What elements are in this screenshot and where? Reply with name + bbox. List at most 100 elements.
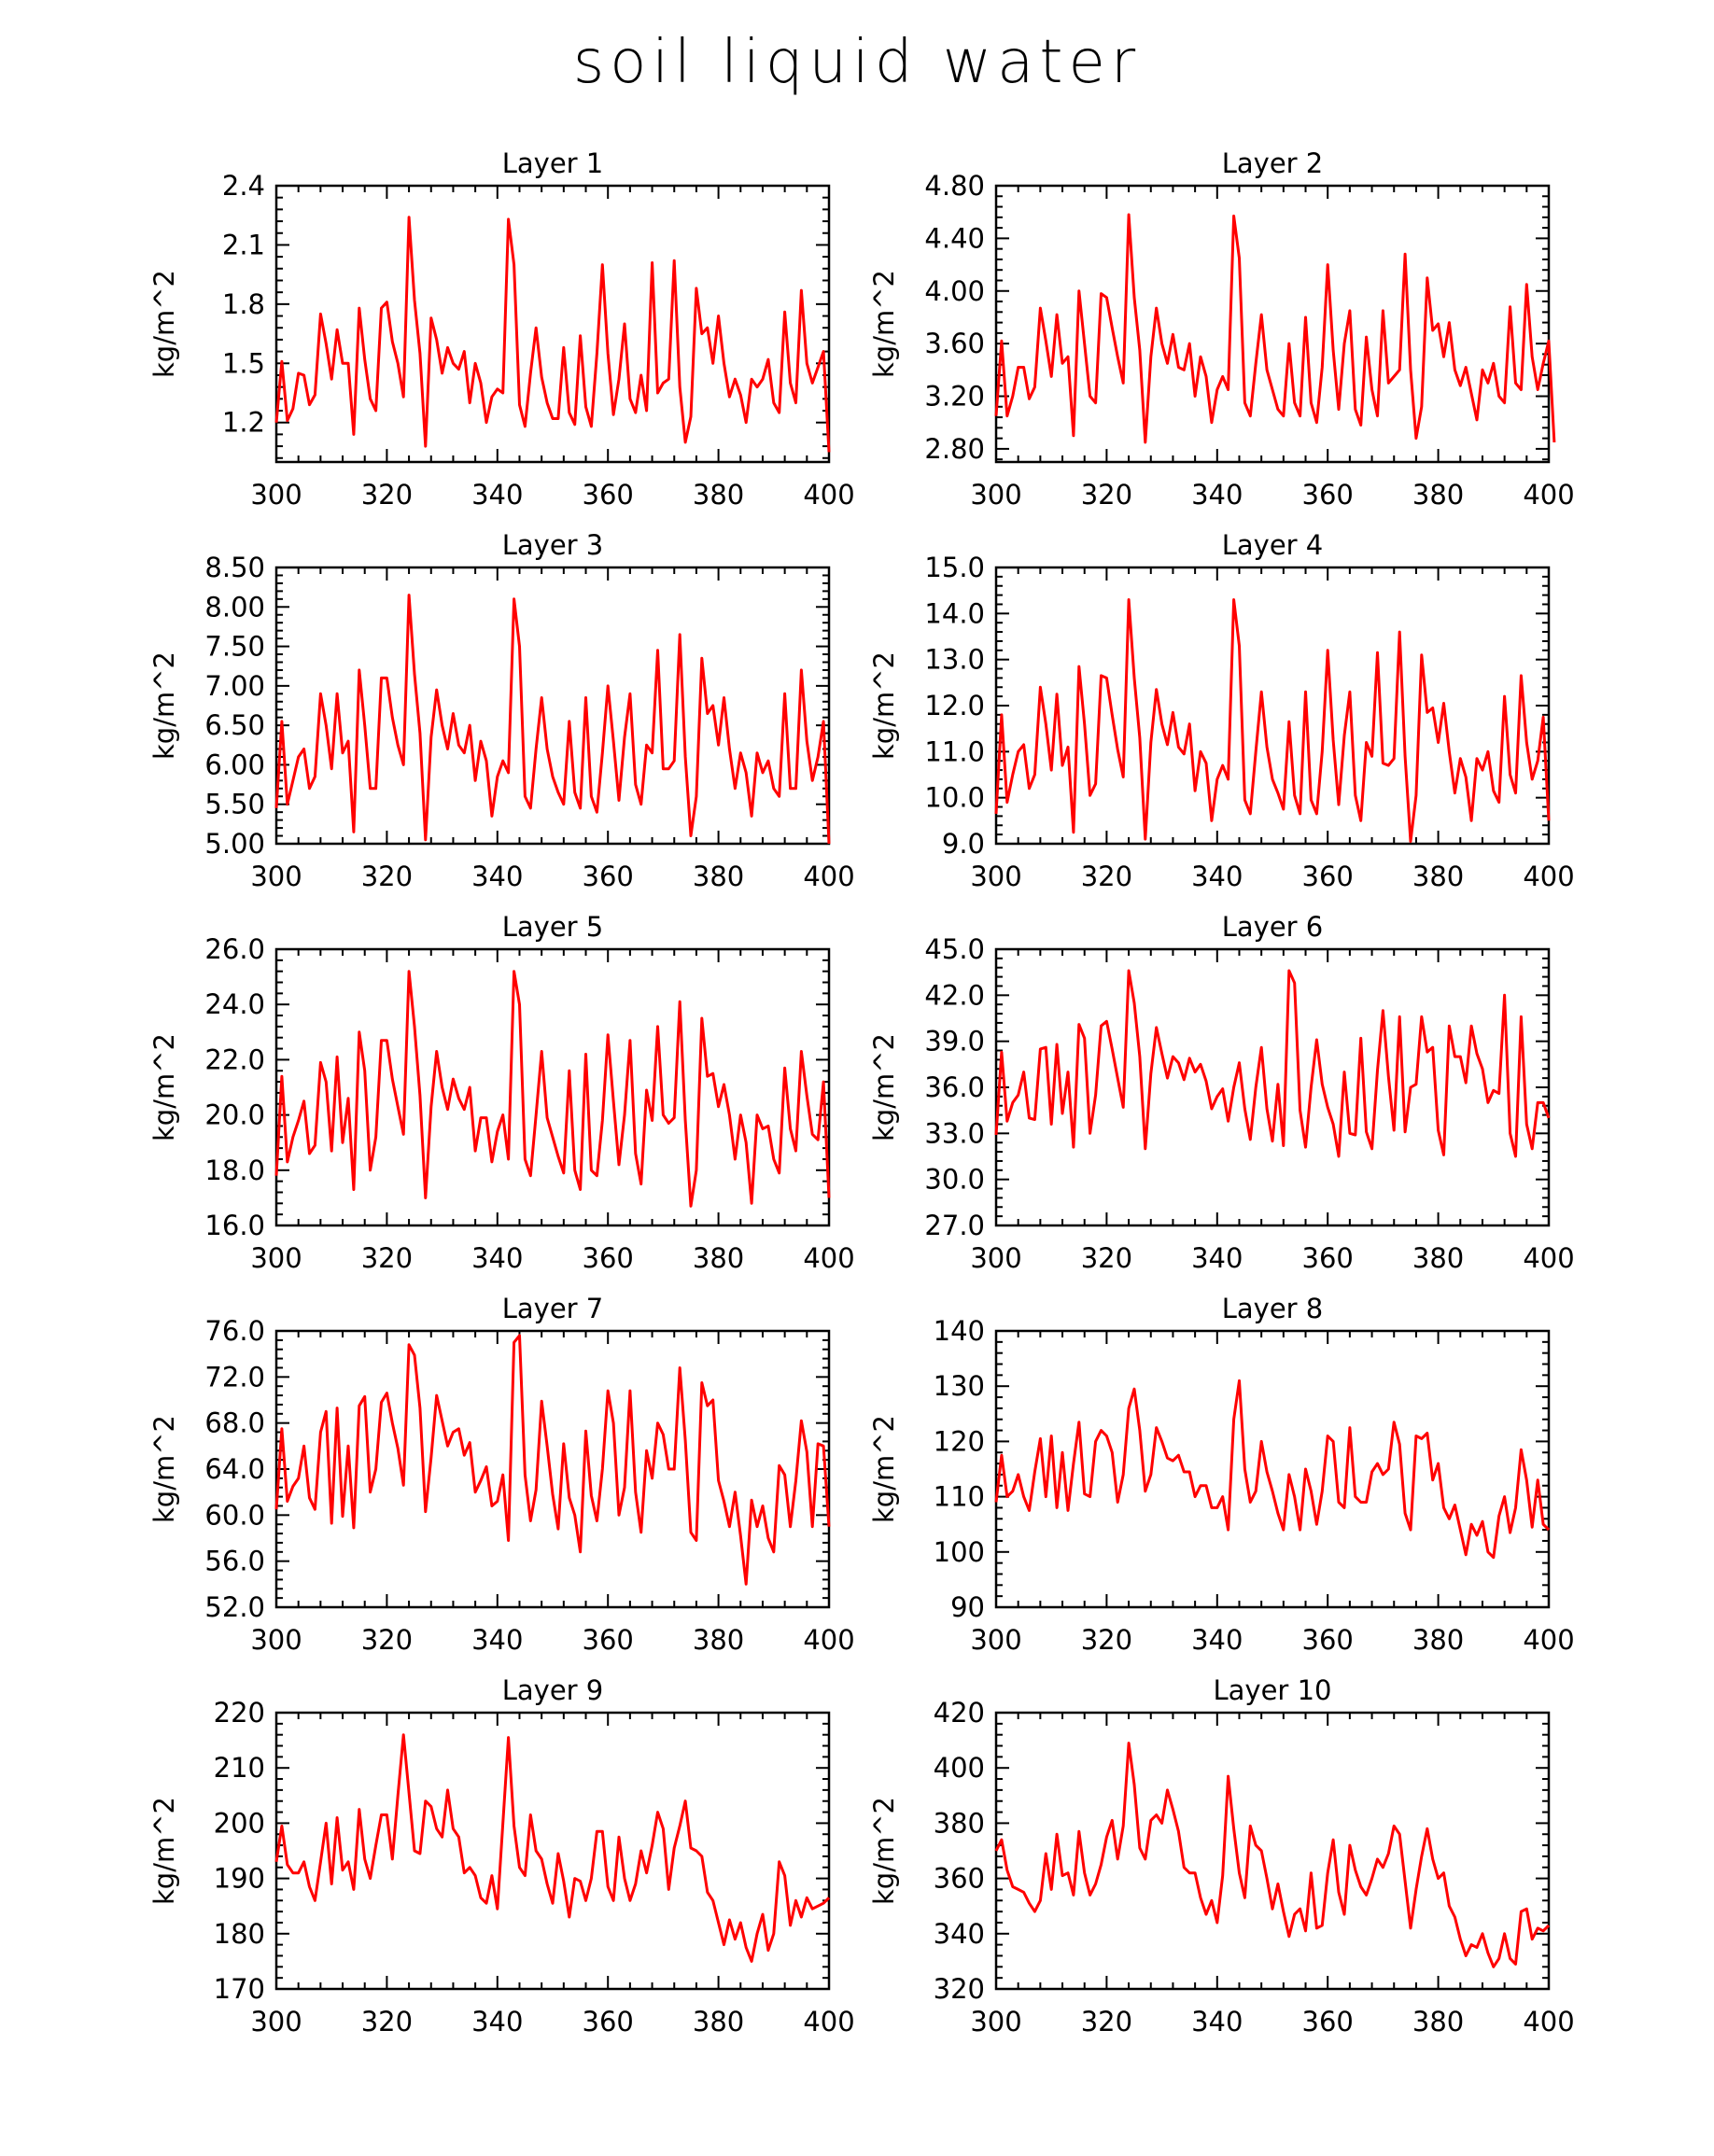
y-tick-label: 8.50 bbox=[204, 552, 265, 583]
y-tick-label: 4.80 bbox=[924, 170, 985, 202]
x-tick-label: 320 bbox=[361, 479, 413, 511]
y-tick-label: 16.0 bbox=[204, 1210, 265, 1241]
y-tick-label: 39.0 bbox=[924, 1026, 985, 1057]
series-line bbox=[994, 1379, 1551, 1560]
x-tick-label: 340 bbox=[471, 1242, 523, 1274]
y-tick-label: 110 bbox=[934, 1481, 985, 1513]
series-line bbox=[994, 598, 1551, 843]
chart-panel-1: Layer 1 300 320 340 360 380 400 1.2 1.5 1.8 2.1 2.4… bbox=[148, 147, 855, 511]
x-tick-label: 360 bbox=[1302, 1624, 1354, 1656]
x-tick-label: 320 bbox=[1081, 1242, 1132, 1274]
chart-panel-5: Layer 5 300 320 340 360 380 400 16.0 18.0 20.0 22.… bbox=[148, 911, 855, 1274]
y-tick-label: 42.0 bbox=[924, 979, 985, 1011]
y-tick-label: 2.1 bbox=[222, 229, 265, 260]
y-axis-label: kg/m^2 bbox=[868, 1415, 900, 1523]
x-tick-label: 320 bbox=[1081, 2006, 1132, 2037]
x-tick-label: 360 bbox=[583, 479, 634, 511]
y-axis-label: kg/m^2 bbox=[148, 1033, 180, 1141]
y-tick-label: 4.00 bbox=[924, 275, 985, 307]
y-tick-label: 3.20 bbox=[924, 381, 985, 413]
x-tick-label: 400 bbox=[1523, 1624, 1574, 1656]
x-tick-label: 400 bbox=[1523, 479, 1574, 511]
y-tick-label: 5.00 bbox=[204, 828, 265, 860]
x-tick-label: 340 bbox=[471, 479, 523, 511]
panel-title: Layer 2 bbox=[1222, 147, 1324, 179]
y-tick-label: 1.8 bbox=[222, 288, 265, 320]
x-tick-label: 340 bbox=[1191, 861, 1243, 892]
y-tick-label: 14.0 bbox=[924, 597, 985, 629]
y-tick-label: 340 bbox=[934, 1918, 985, 1950]
x-tick-label: 400 bbox=[803, 2006, 854, 2037]
plot-frame bbox=[274, 947, 831, 1227]
y-tick-label: 6.50 bbox=[204, 709, 265, 741]
y-tick-label: 68.0 bbox=[204, 1407, 265, 1439]
x-tick-label: 320 bbox=[361, 1242, 413, 1274]
series-line bbox=[274, 970, 831, 1208]
x-tick-label: 320 bbox=[361, 2006, 413, 2037]
x-tick-label: 400 bbox=[1523, 2006, 1574, 2037]
x-tick-label: 300 bbox=[970, 479, 1021, 511]
y-tick-label: 6.00 bbox=[204, 749, 265, 780]
y-tick-label: 7.50 bbox=[204, 631, 265, 663]
series-line bbox=[274, 1733, 831, 1963]
x-tick-label: 360 bbox=[1302, 2006, 1354, 2037]
y-axis-label: kg/m^2 bbox=[148, 1415, 180, 1523]
plot-frame bbox=[994, 947, 1551, 1227]
x-tick-label: 300 bbox=[970, 2006, 1021, 2037]
chart-panel-8: Layer 8 300 320 340 360 380 400 90 100 110 120 130 1… bbox=[868, 1293, 1575, 1656]
panel-title: Layer 1 bbox=[502, 147, 604, 179]
y-tick-label: 220 bbox=[214, 1697, 265, 1729]
y-tick-label: 2.4 bbox=[222, 170, 265, 202]
y-tick-label: 130 bbox=[934, 1370, 985, 1402]
y-tick-label: 9.0 bbox=[942, 828, 985, 860]
plot-frame bbox=[274, 1711, 831, 1991]
series-line bbox=[994, 969, 1551, 1158]
x-tick-label: 360 bbox=[583, 2006, 634, 2037]
series-line bbox=[994, 213, 1556, 444]
y-tick-label: 36.0 bbox=[924, 1071, 985, 1103]
y-tick-label: 4.40 bbox=[924, 222, 985, 254]
x-tick-label: 300 bbox=[970, 1242, 1021, 1274]
chart-panel-9: Layer 9 300 320 340 360 380 400 170 180 190 200 210… bbox=[148, 1674, 855, 2037]
x-tick-label: 380 bbox=[693, 1624, 744, 1656]
chart-panel-4: Layer 4 300 320 340 360 380 400 9.0 10.0 11.0 12.0… bbox=[868, 529, 1575, 892]
x-tick-label: 300 bbox=[250, 1242, 302, 1274]
y-tick-label: 2.80 bbox=[924, 433, 985, 465]
panel-title: Layer 8 bbox=[1222, 1293, 1324, 1324]
x-tick-label: 320 bbox=[361, 1624, 413, 1656]
y-tick-label: 320 bbox=[934, 1973, 985, 2005]
y-tick-label: 60.0 bbox=[204, 1499, 265, 1531]
y-tick-label: 7.00 bbox=[204, 670, 265, 702]
y-axis-label: kg/m^2 bbox=[868, 1033, 900, 1141]
panel-title: Layer 4 bbox=[1222, 529, 1324, 561]
y-tick-label: 360 bbox=[934, 1863, 985, 1895]
y-tick-label: 27.0 bbox=[924, 1210, 985, 1241]
series-line bbox=[274, 1334, 831, 1586]
y-tick-label: 45.0 bbox=[924, 933, 985, 965]
x-tick-label: 320 bbox=[1081, 1624, 1132, 1656]
x-tick-label: 360 bbox=[583, 861, 634, 892]
x-tick-label: 380 bbox=[693, 861, 744, 892]
x-tick-label: 400 bbox=[1523, 861, 1574, 892]
y-tick-label: 24.0 bbox=[204, 988, 265, 1020]
plot-frame bbox=[994, 1711, 1551, 1991]
y-tick-label: 64.0 bbox=[204, 1453, 265, 1485]
x-tick-label: 320 bbox=[1081, 861, 1132, 892]
panel-title: Layer 9 bbox=[502, 1674, 604, 1706]
y-tick-label: 1.5 bbox=[222, 347, 265, 379]
y-tick-label: 180 bbox=[214, 1918, 265, 1950]
x-tick-label: 340 bbox=[471, 2006, 523, 2037]
y-tick-label: 100 bbox=[934, 1536, 985, 1568]
y-tick-label: 76.0 bbox=[204, 1315, 265, 1347]
y-tick-label: 22.0 bbox=[204, 1043, 265, 1075]
plot-frame bbox=[994, 184, 1551, 464]
y-tick-label: 56.0 bbox=[204, 1546, 265, 1577]
y-tick-label: 400 bbox=[934, 1752, 985, 1784]
x-tick-label: 400 bbox=[803, 1242, 854, 1274]
panel-title: Layer 5 bbox=[502, 911, 604, 943]
plot-frame bbox=[274, 184, 831, 464]
y-tick-label: 13.0 bbox=[924, 644, 985, 676]
x-tick-label: 340 bbox=[1191, 1624, 1243, 1656]
x-tick-label: 300 bbox=[250, 861, 302, 892]
y-tick-label: 200 bbox=[214, 1807, 265, 1839]
